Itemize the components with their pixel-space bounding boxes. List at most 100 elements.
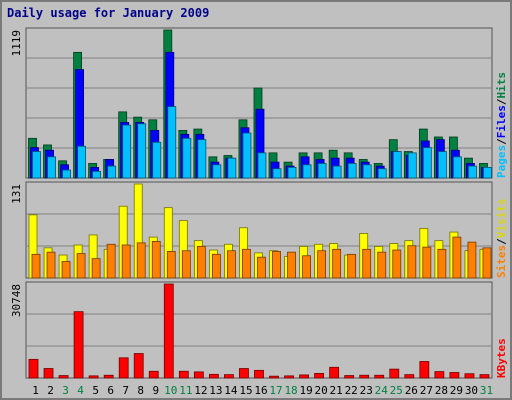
bar-kbytes-day-9	[148, 370, 159, 379]
bar-pages-day-10	[167, 106, 177, 179]
x-tick-label-day-23: 23	[360, 384, 373, 397]
middle-legend-part: /	[495, 238, 508, 245]
top-legend-part: Hits	[495, 72, 508, 99]
bar-pages-day-12	[197, 139, 207, 179]
bar-kbytes-day-16	[254, 369, 264, 379]
bar-kbytes-day-25	[389, 368, 400, 379]
bar-sites-day-21	[332, 248, 342, 279]
top-legend-part: /	[495, 138, 508, 145]
bar-sites-day-13	[211, 253, 221, 279]
bar-sites-day-6	[106, 243, 116, 279]
bar-pages-day-5	[92, 170, 102, 179]
bar-pages-day-11	[182, 137, 192, 179]
x-tick-label-day-7: 7	[122, 384, 129, 397]
bar-kbytes-day-10	[163, 283, 174, 379]
bar-kbytes-day-8	[133, 353, 144, 379]
x-tick-label-day-2: 2	[47, 384, 54, 397]
x-tick-label-day-4: 4	[77, 384, 84, 397]
bar-pages-day-15	[242, 132, 252, 179]
x-tick-label-day-31: 31	[480, 384, 493, 397]
x-tick-label-day-16: 16	[254, 384, 267, 397]
top-ymax-label: 1119	[10, 30, 23, 57]
middle-legend-label: Sites/Visits	[495, 199, 508, 279]
x-tick-label-day-6: 6	[107, 384, 114, 397]
bar-sites-day-24	[377, 251, 387, 279]
x-tick-label-day-30: 30	[465, 384, 478, 397]
bar-kbytes-day-5	[88, 375, 99, 379]
bar-sites-day-4	[76, 253, 86, 279]
bar-kbytes-day-20	[314, 373, 325, 379]
bar-pages-day-18	[287, 167, 297, 179]
x-tick-label-day-11: 11	[179, 384, 192, 397]
bar-kbytes-day-26	[404, 374, 415, 379]
x-tick-label-day-17: 17	[269, 384, 282, 397]
bar-pages-day-2	[47, 156, 56, 179]
bar-kbytes-day-27	[419, 361, 430, 379]
x-tick-label-day-28: 28	[435, 384, 448, 397]
bar-kbytes-day-31	[479, 374, 490, 379]
bar-sites-day-2	[46, 251, 56, 279]
x-tick-label-day-15: 15	[239, 384, 252, 397]
bar-pages-day-17	[272, 168, 282, 179]
x-tick-label-day-10: 10	[164, 384, 177, 397]
bar-sites-day-8	[136, 242, 146, 279]
x-tick-label-day-20: 20	[315, 384, 328, 397]
x-tick-label-day-8: 8	[137, 384, 144, 397]
bar-sites-day-11	[181, 250, 191, 279]
bar-pages-day-30	[468, 165, 477, 179]
bottom-legend-label: KBytes	[495, 338, 508, 378]
bar-pages-day-16	[257, 152, 267, 179]
bar-pages-day-9	[152, 141, 162, 179]
top-legend-part: /	[495, 98, 508, 105]
bar-kbytes-day-15	[239, 368, 249, 379]
bar-sites-day-31	[482, 247, 492, 279]
bar-sites-day-30	[467, 241, 477, 279]
bar-sites-day-23	[362, 248, 372, 279]
bar-pages-day-20	[317, 163, 327, 179]
bar-pages-day-22	[347, 163, 357, 179]
bar-sites-day-16	[257, 256, 266, 279]
x-tick-label-day-19: 19	[299, 384, 312, 397]
x-tick-label-day-13: 13	[209, 384, 222, 397]
bar-sites-day-7	[121, 244, 131, 279]
x-tick-label-day-21: 21	[330, 384, 343, 397]
bar-sites-day-20	[317, 250, 327, 279]
x-tick-label-day-27: 27	[420, 384, 433, 397]
bar-sites-day-19	[302, 255, 311, 279]
bar-kbytes-day-17	[269, 375, 279, 379]
bar-sites-day-5	[91, 258, 101, 279]
bottom-panel-frame	[25, 281, 493, 379]
bar-sites-day-22	[347, 253, 357, 279]
bar-sites-day-27	[422, 246, 432, 279]
bar-pages-day-7	[122, 124, 132, 179]
x-tick-label-day-29: 29	[450, 384, 463, 397]
bar-kbytes-day-14	[224, 374, 234, 379]
bar-pages-day-6	[107, 165, 117, 179]
bar-kbytes-day-21	[329, 366, 340, 379]
bar-pages-day-23	[362, 164, 372, 179]
top-legend-part: Files	[495, 105, 508, 138]
bar-pages-day-21	[332, 165, 342, 179]
middle-ymax-label: 131	[10, 184, 23, 204]
bar-kbytes-day-19	[299, 374, 309, 379]
bar-kbytes-day-1	[28, 358, 39, 379]
top-legend-part: Pages	[495, 145, 508, 178]
bar-sites-day-18	[287, 251, 296, 279]
bar-pages-day-19	[302, 164, 312, 179]
bar-kbytes-day-13	[208, 373, 219, 379]
bar-kbytes-day-24	[374, 374, 385, 379]
bar-kbytes-day-29	[449, 372, 460, 379]
bar-sites-day-3	[61, 261, 71, 279]
bar-sites-day-1	[31, 253, 41, 279]
x-tick-label-day-14: 14	[224, 384, 238, 397]
bar-pages-day-3	[62, 169, 71, 179]
bar-sites-day-15	[242, 248, 251, 279]
bar-pages-day-13	[212, 164, 222, 179]
x-tick-label-day-1: 1	[32, 384, 39, 397]
bar-kbytes-day-30	[464, 373, 475, 379]
x-tick-label-day-18: 18	[284, 384, 297, 397]
bar-sites-day-10	[166, 251, 176, 279]
bar-pages-day-24	[377, 168, 387, 179]
x-tick-label-day-12: 12	[194, 384, 207, 397]
